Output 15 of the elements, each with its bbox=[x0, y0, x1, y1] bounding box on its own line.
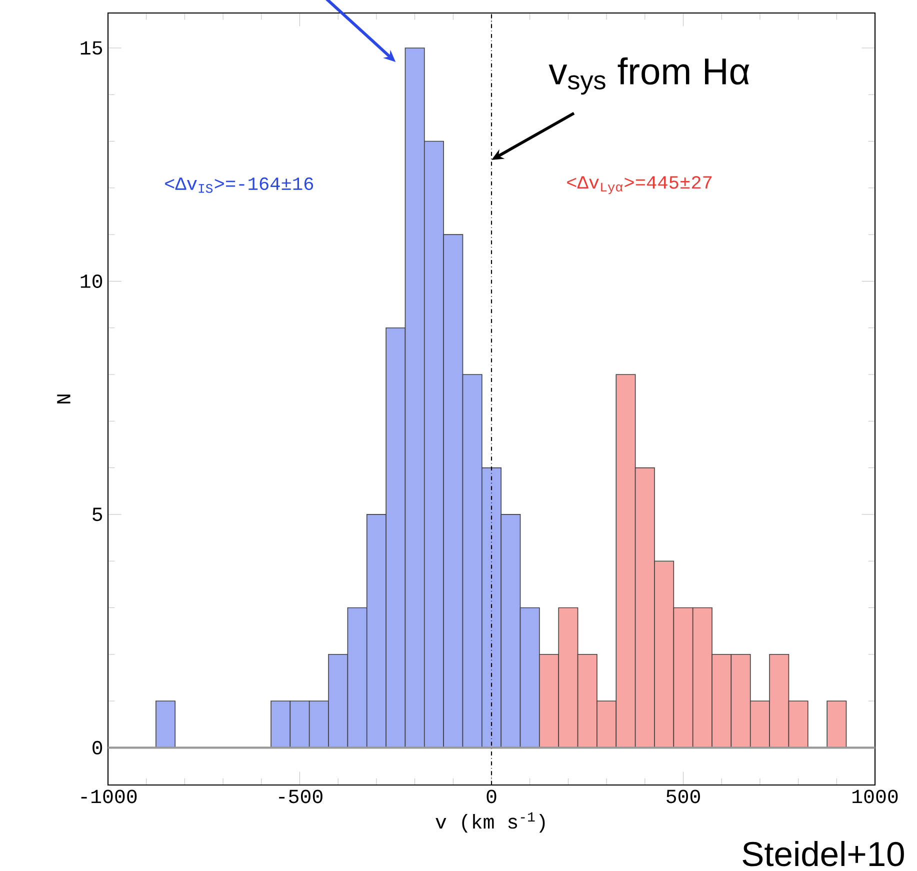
y-axis-title: N bbox=[57, 394, 70, 404]
annotation: <Δv$_{IS}$>=-164±16 bbox=[165, 177, 314, 193]
y-tick-label: 15 bbox=[80, 41, 102, 55]
y-tick-label: 0 bbox=[92, 740, 102, 754]
annotation: <Δv$_{Lyα}$>=445±27 bbox=[567, 176, 712, 194]
annotation: v$_{sys}$ from Hα bbox=[548, 57, 750, 95]
text: Steidel+10 bbox=[742, 840, 904, 866]
x-tick-label: 1000 bbox=[852, 790, 898, 804]
x-tick-label: -500 bbox=[279, 790, 322, 804]
x-tick-label: -1000 bbox=[81, 790, 137, 804]
y-tick-label: 10 bbox=[80, 274, 102, 288]
x-tick-label: 500 bbox=[666, 790, 700, 804]
x-tick-label: 0 bbox=[486, 790, 496, 804]
y-tick-label: 5 bbox=[92, 508, 102, 522]
x-axis-title: v (km s$^{-1}$) bbox=[436, 812, 545, 833]
